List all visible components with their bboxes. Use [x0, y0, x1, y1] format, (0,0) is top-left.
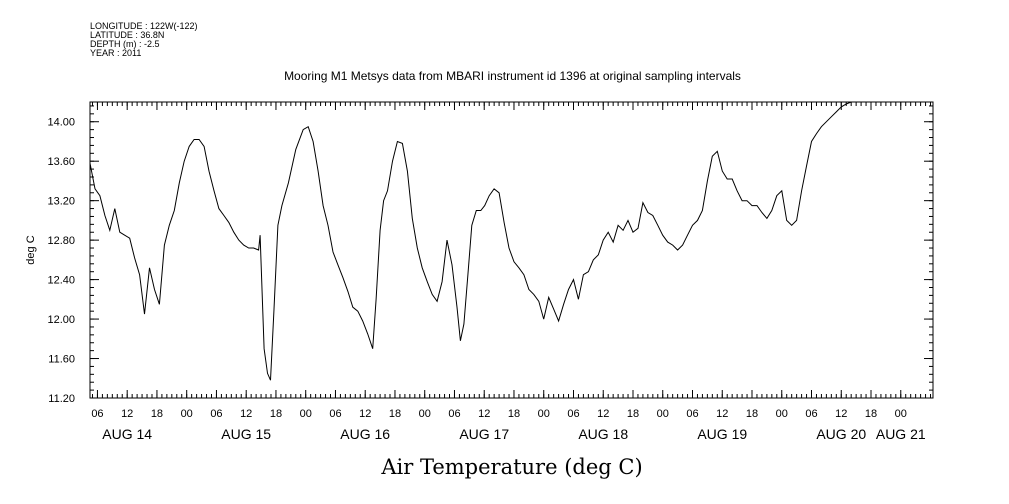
date-label: AUG 16 [340, 426, 390, 442]
x-tick-label: 12 [597, 408, 609, 420]
date-label: AUG 18 [578, 426, 628, 442]
x-tick-label: 06 [686, 408, 698, 420]
y-tick-label: 11.60 [48, 354, 75, 366]
x-tick-label: 00 [300, 408, 312, 420]
date-label: AUG 15 [221, 426, 271, 442]
x-tick-label: 18 [270, 408, 282, 420]
x-tick-label: 12 [121, 408, 133, 420]
x-tick-label: 06 [567, 408, 579, 420]
x-tick-label: 06 [210, 408, 222, 420]
x-tick-label: 18 [865, 408, 877, 420]
y-tick-label: 13.60 [47, 156, 75, 168]
y-tick-label: 14.00 [47, 117, 75, 129]
x-tick-label: 18 [627, 408, 639, 420]
x-tick-label: 18 [151, 408, 163, 420]
x-tick-label: 12 [359, 408, 371, 420]
y-axis-label: deg C [25, 235, 37, 264]
x-tick-label: 00 [895, 408, 907, 420]
x-tick-label: 18 [746, 408, 758, 420]
x-tick-label: 00 [538, 408, 550, 420]
x-tick-label: 12 [478, 408, 490, 420]
date-label: AUG 21 [876, 426, 926, 442]
x-tick-label: 12 [716, 408, 728, 420]
y-tick-label: 13.20 [47, 196, 75, 208]
x-tick-label: 18 [389, 408, 401, 420]
x-tick-label: 06 [448, 408, 460, 420]
date-label: AUG 14 [102, 426, 152, 442]
series-line [90, 102, 931, 380]
x-tick-label: 00 [419, 408, 431, 420]
x-tick-label: 12 [835, 408, 847, 420]
date-label: AUG 19 [697, 426, 747, 442]
y-tick-label: 12.80 [47, 235, 75, 247]
x-tick-label: 00 [776, 408, 788, 420]
y-tick-label: 11.20 [48, 393, 75, 405]
x-tick-label: 00 [181, 408, 193, 420]
date-label: AUG 20 [816, 426, 866, 442]
x-axis-label: Air Temperature (deg C) [0, 455, 1009, 479]
x-tick-label: 12 [240, 408, 252, 420]
y-tick-label: 12.40 [47, 275, 75, 287]
x-tick-label: 06 [805, 408, 817, 420]
x-tick-label: 00 [657, 408, 669, 420]
date-label: AUG 17 [459, 426, 509, 442]
x-tick-label: 18 [508, 408, 520, 420]
x-tick-label: 06 [91, 408, 103, 420]
plot-frame [90, 102, 933, 398]
x-tick-label: 06 [329, 408, 341, 420]
y-tick-label: 12.00 [47, 314, 75, 326]
